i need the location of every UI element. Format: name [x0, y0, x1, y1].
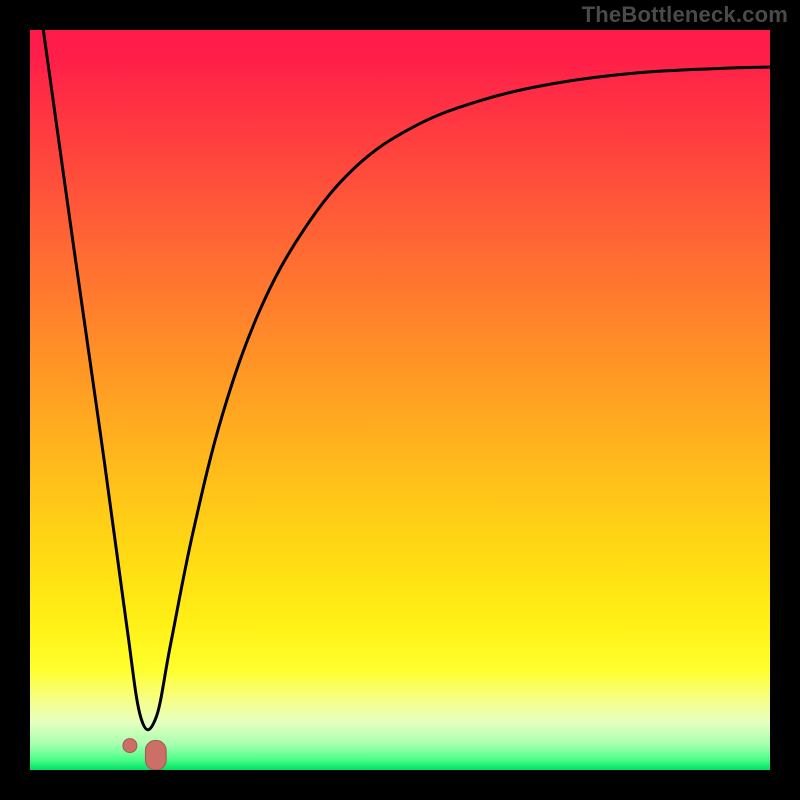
attribution-text: TheBottleneck.com [582, 2, 788, 28]
plot-background [30, 30, 770, 770]
bottleneck-chart [0, 0, 800, 800]
marker-blob [145, 740, 166, 770]
chart-stage: TheBottleneck.com [0, 0, 800, 800]
marker-dot [123, 739, 137, 753]
